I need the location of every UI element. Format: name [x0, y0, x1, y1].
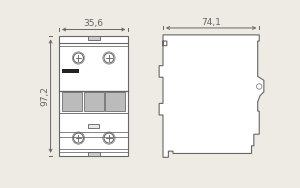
Circle shape — [104, 53, 114, 63]
Bar — [62, 69, 79, 73]
Circle shape — [74, 53, 83, 63]
Circle shape — [103, 52, 115, 64]
Text: 74,1: 74,1 — [201, 18, 221, 27]
Bar — [88, 152, 100, 156]
Bar — [59, 36, 128, 156]
Bar — [88, 124, 99, 128]
Circle shape — [74, 133, 83, 143]
Circle shape — [256, 84, 262, 89]
Bar — [62, 92, 82, 111]
Bar — [88, 36, 100, 40]
Circle shape — [72, 132, 85, 144]
Text: 97,2: 97,2 — [40, 86, 50, 106]
Circle shape — [104, 133, 114, 143]
Bar — [105, 92, 125, 111]
Text: 35,6: 35,6 — [84, 19, 104, 28]
Circle shape — [72, 52, 85, 64]
Bar — [84, 92, 104, 111]
Polygon shape — [159, 35, 264, 157]
Circle shape — [103, 132, 115, 144]
